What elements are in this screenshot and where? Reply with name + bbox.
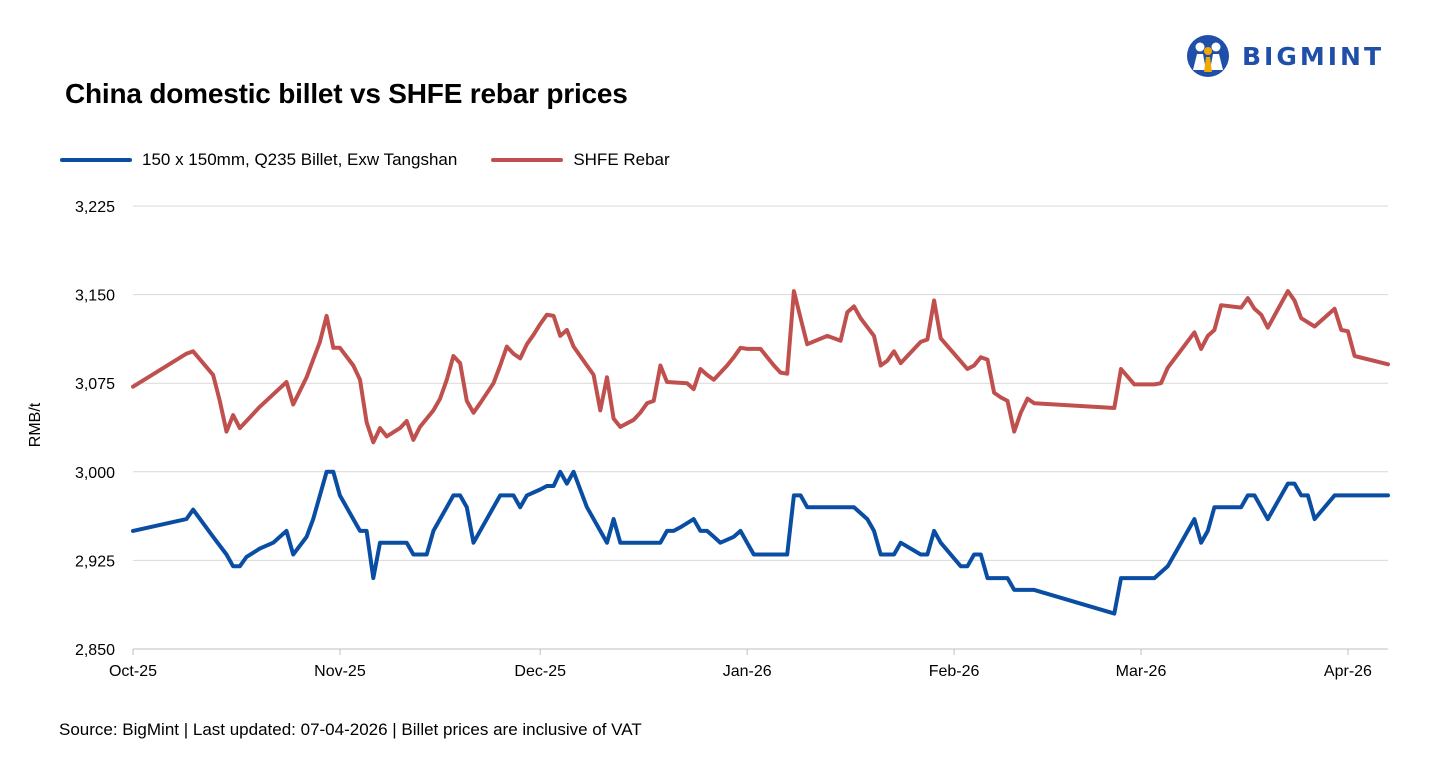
x-tick-label: Jan-26 xyxy=(723,663,772,680)
y-tick-label: 2,850 xyxy=(75,642,115,659)
legend-swatch-billet xyxy=(60,158,132,162)
y-axis-title: RMB/t xyxy=(27,402,44,447)
y-tick-label: 3,225 xyxy=(75,199,115,216)
series-lines xyxy=(131,289,1390,616)
x-tick-label: Mar-26 xyxy=(1116,663,1167,680)
x-tick-label: Oct-25 xyxy=(109,663,157,680)
x-tick-label: Dec-25 xyxy=(514,663,566,680)
y-tick-label: 3,075 xyxy=(75,376,115,393)
x-tick-label: Apr-26 xyxy=(1324,663,1372,680)
x-tick-label: Nov-25 xyxy=(314,663,366,680)
legend-label-rebar: SHFE Rebar xyxy=(573,150,670,169)
bigmint-logo-icon xyxy=(1187,35,1229,77)
legend-item-billet: 150 x 150mm, Q235 Billet, Exw Tangshan xyxy=(60,150,457,170)
billet-series-line xyxy=(131,469,1390,616)
legend-item-rebar: SHFE Rebar xyxy=(491,150,670,170)
legend-label-billet: 150 x 150mm, Q235 Billet, Exw Tangshan xyxy=(142,150,458,169)
legend-swatch-rebar xyxy=(491,158,564,162)
rebar-series-line xyxy=(131,289,1390,445)
brand-logo: BIGMINT xyxy=(1186,32,1384,80)
chart-title: China domestic billet vs SHFE rebar pric… xyxy=(65,78,628,109)
y-axis-ticks: 2,850 2,925 3,000 3,075 3,150 3,225 xyxy=(75,199,115,659)
x-tick-label: Feb-26 xyxy=(929,663,980,680)
source-note: Source: BigMint | Last updated: 07-04-20… xyxy=(59,720,642,739)
x-axis-ticks: Oct-25 Nov-25 Dec-25 Jan-26 Feb-26 Mar-26 Apr-… xyxy=(109,649,1372,680)
y-tick-label: 2,925 xyxy=(75,553,115,570)
logo-text: BIGMINT xyxy=(1242,41,1385,71)
y-tick-label: 3,000 xyxy=(75,465,115,482)
gridlines xyxy=(133,205,1388,650)
chart-legend: 150 x 150mm, Q235 Billet, Exw Tangshan S… xyxy=(60,150,704,170)
y-tick-label: 3,150 xyxy=(75,288,115,305)
